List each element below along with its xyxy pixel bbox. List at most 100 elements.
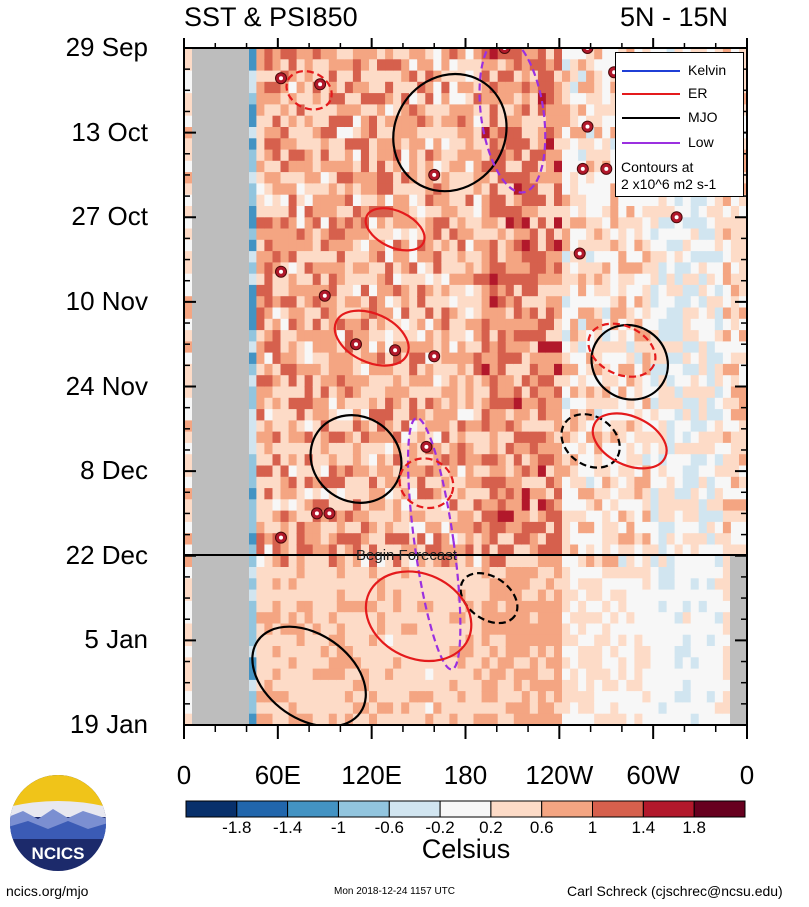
sst-cell <box>578 284 587 297</box>
sst-cell <box>650 397 660 410</box>
sst-cell <box>521 318 531 331</box>
sst-cell <box>489 228 499 241</box>
sst-cell <box>513 138 523 151</box>
sst-cell <box>344 567 354 579</box>
sst-cell <box>481 409 491 421</box>
sst-cell <box>690 397 700 410</box>
sst-cell <box>425 93 434 105</box>
sst-cell <box>344 217 354 230</box>
sst-cell <box>626 476 635 489</box>
sst-cell <box>634 318 643 331</box>
sst-cell <box>352 59 362 72</box>
sst-cell <box>594 206 603 218</box>
sst-cell <box>304 284 314 297</box>
sst-cell <box>304 341 314 354</box>
sst-cell <box>360 194 370 207</box>
sst-cell <box>722 341 732 354</box>
sst-cell <box>634 589 643 602</box>
sst-cell <box>554 273 563 286</box>
sst-cell <box>369 691 378 703</box>
sst-cell <box>320 420 330 433</box>
sst-cell <box>706 488 716 500</box>
sst-cell <box>489 431 499 444</box>
sst-cell <box>521 375 531 388</box>
sst-cell <box>441 70 450 83</box>
sst-cell <box>562 228 571 241</box>
sst-cell <box>280 465 290 478</box>
sst-cell <box>545 330 555 342</box>
sst-cell <box>320 206 330 218</box>
sst-cell <box>714 386 724 399</box>
sst-cell <box>288 318 298 331</box>
sst-cell <box>465 93 475 105</box>
sst-cell <box>377 679 386 692</box>
sst-cell <box>184 488 193 500</box>
sst-cell <box>698 194 708 207</box>
sst-cell <box>184 149 193 162</box>
sst-cell <box>562 431 571 444</box>
sst-cell <box>280 206 290 218</box>
sst-cell <box>545 386 555 399</box>
sst-cell <box>360 702 370 715</box>
sst-cell <box>626 262 635 275</box>
sst-cell <box>296 612 306 625</box>
sst-cell <box>698 691 708 703</box>
sst-cell <box>666 442 676 455</box>
sst-cell <box>521 634 531 647</box>
sst-cell <box>369 183 378 196</box>
sst-cell <box>730 510 740 523</box>
sst-cell <box>184 397 193 410</box>
sst-cell <box>586 160 595 173</box>
sst-cell <box>320 386 330 399</box>
sst-cell <box>312 544 322 557</box>
sst-cell <box>184 544 193 557</box>
sst-cell <box>385 273 394 286</box>
sst-cell <box>393 330 402 342</box>
sst-cell <box>449 646 458 658</box>
sst-cell <box>634 409 643 421</box>
sst-cell <box>594 296 603 309</box>
sst-cell <box>586 612 595 625</box>
sst-cell <box>642 634 651 647</box>
sst-cell <box>722 623 732 636</box>
sst-cell <box>336 307 346 320</box>
y-tick-label: 5 Jan <box>84 624 148 655</box>
sst-cell <box>634 228 643 241</box>
sst-cell <box>513 533 523 546</box>
sst-cell <box>433 488 442 500</box>
sst-cell <box>184 70 193 83</box>
sst-cell <box>739 251 747 263</box>
sst-cell <box>562 555 571 568</box>
sst-cell <box>481 431 491 444</box>
sst-cell <box>505 172 515 184</box>
sst-cell <box>578 646 587 658</box>
sst-cell <box>714 612 724 625</box>
sst-cell <box>304 183 314 196</box>
sst-cell <box>658 262 668 275</box>
sst-cell <box>336 420 346 433</box>
sst-cell <box>642 307 651 320</box>
sst-cell <box>280 397 290 410</box>
sst-cell <box>312 115 322 128</box>
sst-cell <box>714 341 724 354</box>
sst-cell <box>586 262 595 275</box>
sst-cell <box>457 115 467 128</box>
sst-cell <box>618 578 627 591</box>
colorbar-swatch <box>642 800 695 818</box>
sst-cell <box>465 397 475 410</box>
sst-cell <box>441 307 450 320</box>
sst-cell <box>570 262 579 275</box>
sst-cell <box>433 59 442 72</box>
sst-cell <box>280 600 290 613</box>
sst-cell <box>473 420 483 433</box>
sst-cell <box>706 296 716 309</box>
sst-cell <box>401 533 410 546</box>
sst-cell <box>682 702 692 715</box>
footer-url[interactable]: ncics.org/mjo <box>6 883 89 899</box>
sst-cell <box>626 251 635 263</box>
sst-cell <box>433 104 442 117</box>
sst-cell <box>344 115 354 128</box>
cyclone-marker-icon <box>275 265 287 278</box>
sst-cell <box>489 81 499 94</box>
sst-cell <box>642 465 651 478</box>
